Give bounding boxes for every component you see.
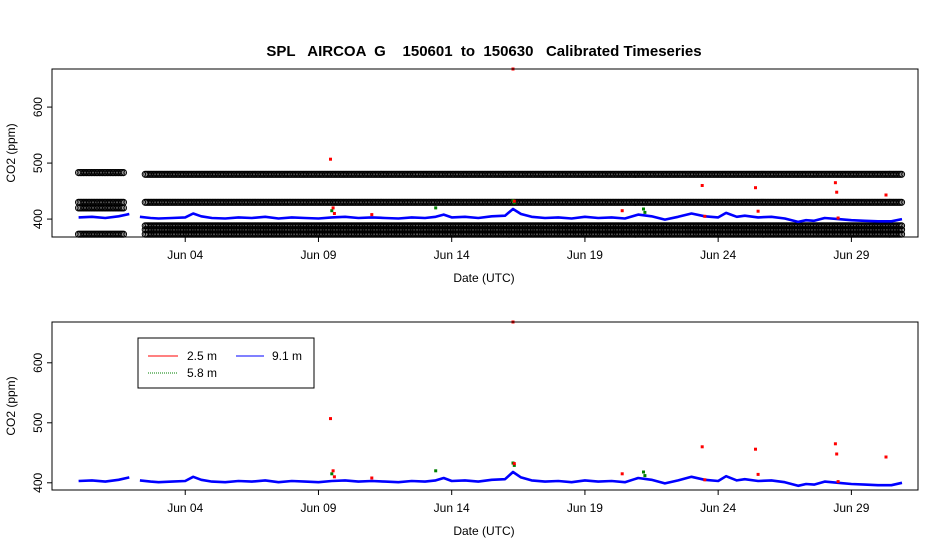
- y-tick-label: 500: [31, 412, 45, 432]
- top-x-axis-label: Date (UTC): [453, 271, 514, 285]
- series-point-2-5m: [833, 181, 837, 185]
- x-tick-label: Jun 24: [700, 248, 736, 262]
- series-point-2-5m: [370, 213, 374, 217]
- x-tick-label: Jun 29: [833, 501, 869, 515]
- x-tick-label: Jun 14: [434, 501, 470, 515]
- y-tick-label: 600: [31, 352, 45, 372]
- series-point-5-8m: [512, 201, 516, 205]
- legend-box: [137, 337, 315, 389]
- top-plot-frame: [51, 68, 919, 238]
- series-point-2-5m: [700, 445, 704, 449]
- series-point-5-8m: [330, 209, 334, 213]
- series-point-2-5m: [331, 206, 335, 210]
- calibration-point: [897, 170, 906, 178]
- x-tick-label: Jun 09: [300, 501, 336, 515]
- series-point-2-5m: [754, 447, 757, 451]
- x-tick-label: Jun 19: [567, 248, 603, 262]
- series-point-5-8m: [642, 470, 645, 474]
- calibration-point: [897, 198, 906, 206]
- series-layer: [78, 67, 903, 224]
- top-axes: Jun 04 Jun 09 Jun 14 Jun 19 Jun 24 Jun 29 400 5…: [31, 97, 870, 262]
- series-point-2-5m: [332, 212, 336, 215]
- legend-label-9-1m: 9.1 m: [272, 349, 302, 363]
- series-point-2-5m: [835, 452, 839, 456]
- series-point-5-8m: [434, 469, 438, 473]
- series-point-2-5m: [756, 472, 760, 476]
- series-point-2-5m: [370, 476, 374, 480]
- series-point-2-5m: [329, 157, 332, 161]
- series-point-2-5m: [703, 478, 707, 482]
- series-line-9-1m: [139, 207, 903, 224]
- x-tick-label: Jun 29: [833, 248, 869, 262]
- series-point-2-5m: [836, 216, 840, 220]
- y-tick-label: 400: [31, 472, 45, 492]
- y-tick-label: 400: [31, 209, 45, 229]
- series-point-2-5m: [835, 190, 839, 194]
- y-tick-label: 500: [31, 153, 45, 173]
- series-point-2-5m: [756, 209, 760, 213]
- series-point-5-8m: [330, 472, 334, 476]
- legend-label-5-8m: 5.8 m: [187, 366, 217, 380]
- bottom-plot-frame: [51, 321, 919, 491]
- legend-label-2-5m: 2.5 m: [187, 349, 217, 363]
- series-point-5-8m: [643, 210, 647, 214]
- series-point-2-5m: [754, 186, 757, 190]
- series-point-5-8m: [512, 463, 516, 467]
- series-point-2-5m: [884, 193, 888, 197]
- top-panel: Jun 04 Jun 09 Jun 14 Jun 19 Jun 24 Jun 29 400 5…: [4, 67, 919, 285]
- series-point-2-5m: [833, 442, 837, 446]
- calibration-point: [119, 198, 128, 206]
- bottom-axes: Jun 04 Jun 09 Jun 14 Jun 19 Jun 24 Jun 29 400 5…: [31, 352, 870, 515]
- series-point-2-5m: [512, 462, 516, 466]
- x-tick-label: Jun 19: [567, 501, 603, 515]
- series-line-9-1m: [139, 470, 903, 488]
- calibration-point: [119, 169, 128, 177]
- series-line-9-1m: [78, 476, 130, 483]
- calibration-points-layer: [75, 169, 906, 238]
- calibration-point: [897, 222, 906, 230]
- legend: 2.5 m 9.1 m 5.8 m: [137, 337, 315, 389]
- series-layer: [78, 320, 903, 488]
- x-tick-label: Jun 14: [434, 248, 470, 262]
- x-tick-label: Jun 09: [300, 248, 336, 262]
- series-point-5-8m: [434, 206, 438, 210]
- series-point-2-5m: [329, 417, 332, 421]
- series-point-2-5m: [836, 480, 840, 484]
- x-tick-label: Jun 04: [167, 248, 203, 262]
- bottom-panel: Jun 04 Jun 09 Jun 14 Jun 19 Jun 24 Jun 29 400 5…: [4, 320, 919, 538]
- series-point-2-5m: [331, 469, 335, 473]
- series-point-2-5m: [332, 475, 336, 479]
- x-tick-label: Jun 24: [700, 501, 736, 515]
- y-tick-label: 600: [31, 97, 45, 117]
- series-point-2-5m: [703, 214, 707, 218]
- bottom-y-axis-label: CO2 (ppm): [4, 376, 18, 435]
- series-point-5-8m: [642, 207, 645, 211]
- series-point-2-5m: [620, 209, 624, 213]
- top-y-axis-label: CO2 (ppm): [4, 123, 18, 182]
- bottom-x-axis-label: Date (UTC): [453, 524, 514, 538]
- series-point-2-5m: [700, 184, 704, 187]
- series-point-5-8m: [643, 474, 647, 478]
- series-line-9-1m: [78, 212, 130, 220]
- chart-title: SPL AIRCOA G 150601 to 150630 Calibrated…: [266, 43, 701, 60]
- series-point-2-5m: [512, 199, 516, 203]
- series-point-2-5m: [884, 455, 888, 459]
- series-point-2-5m: [620, 472, 624, 476]
- x-tick-label: Jun 04: [167, 501, 203, 515]
